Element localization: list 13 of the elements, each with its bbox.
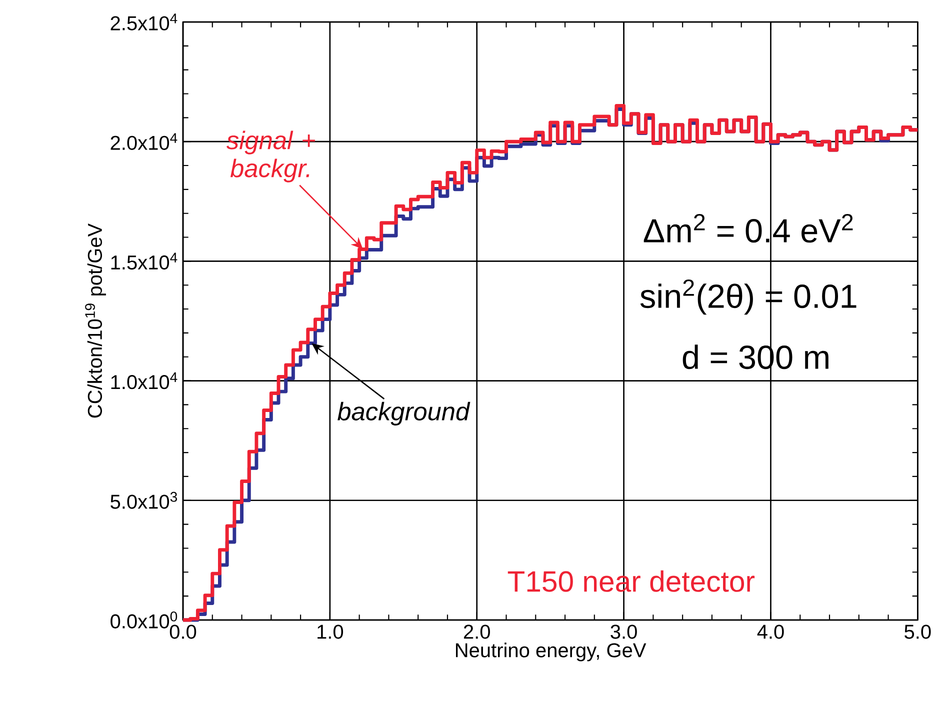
y-tick-label: 5.0x10$^{3}$ (110, 492, 178, 509)
y-tick-label: 1.0x10$^{4}$ (111, 372, 178, 390)
x-tick-label: 1.0 (318, 624, 344, 639)
x-tick-label: 2.0 (464, 624, 490, 639)
annotation: background (338, 402, 470, 426)
x-tick-label: 5.0 (904, 624, 931, 639)
x-tick-label: 4.0 (757, 624, 784, 639)
y-tick-label: 1.5x10$^{4}$ (111, 252, 178, 270)
y-axis-title: CC/kton/10$^{19}$ pot/GeV (85, 223, 106, 418)
x-tick-label: 3.0 (610, 624, 637, 639)
y-tick-label: 2.5x10$^{4}$ (110, 14, 178, 30)
y-tick-label: 2.0x10$^{4}$ (110, 133, 178, 150)
x-axis-title: Neutrino energy, GeV (456, 642, 646, 662)
